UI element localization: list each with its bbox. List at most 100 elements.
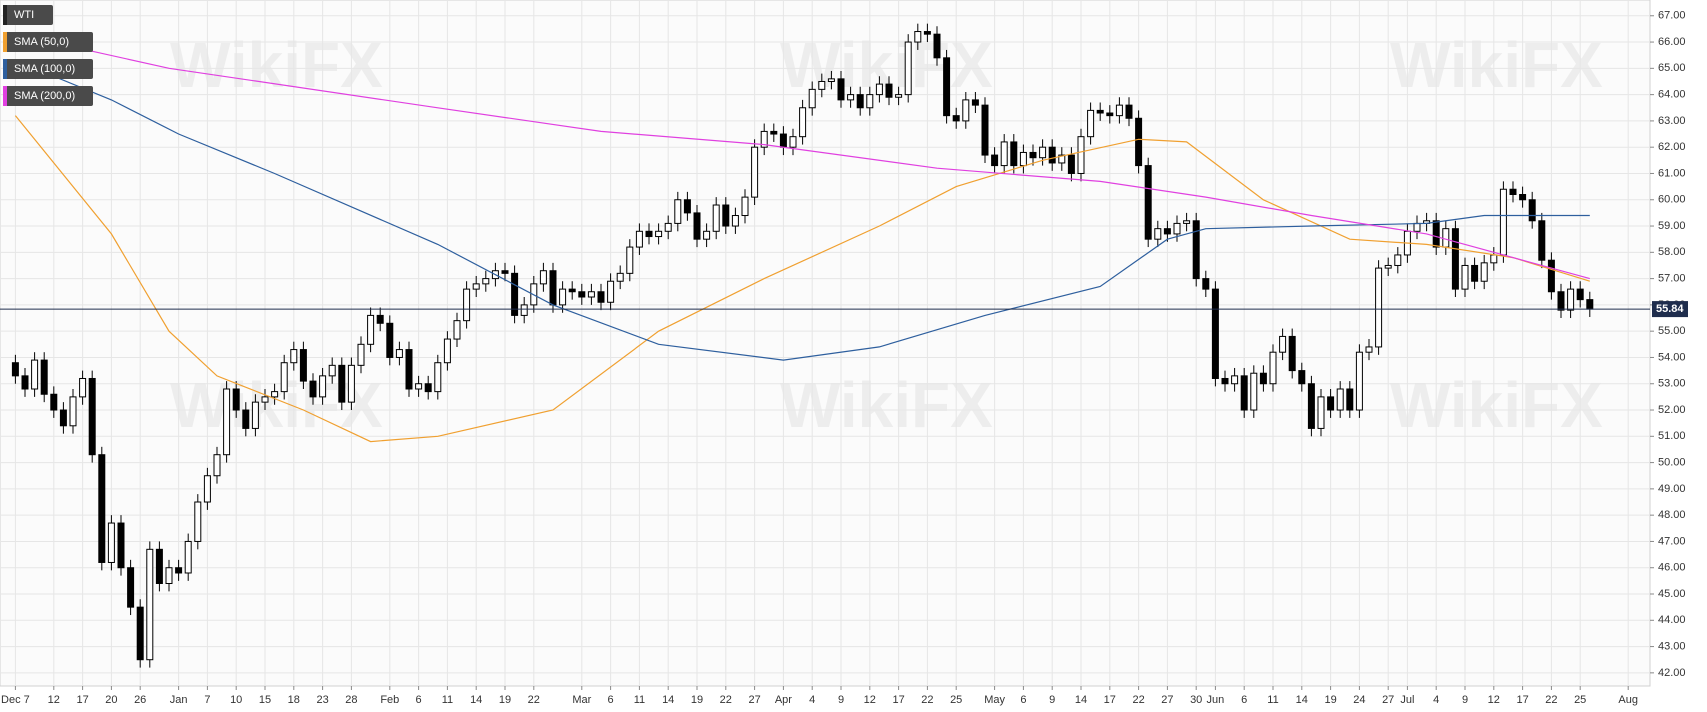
candle-body xyxy=(895,94,903,98)
legend: WTI SMA (50,0) SMA (100,0) SMA (200,0) xyxy=(3,5,93,106)
candle-body xyxy=(789,136,797,148)
y-tick-label: 65.00 xyxy=(1658,62,1686,74)
legend-box xyxy=(3,32,93,52)
candle-body xyxy=(1048,146,1056,164)
candle-body xyxy=(415,383,423,390)
candle-body xyxy=(1135,117,1143,167)
x-tick-label: 17 xyxy=(76,694,88,706)
candle-body xyxy=(1538,220,1546,261)
candle-body xyxy=(328,364,336,377)
candle-body xyxy=(271,391,279,398)
legend-swatch xyxy=(3,59,7,79)
candle-body xyxy=(616,272,624,282)
candle-body xyxy=(731,215,739,227)
candle-body xyxy=(117,522,125,569)
candle-body xyxy=(1173,222,1181,235)
x-tick-label: 24 xyxy=(1353,694,1365,706)
x-tick-label: 10 xyxy=(230,694,242,706)
x-tick-label: 11 xyxy=(442,694,453,706)
candle-body xyxy=(31,359,39,390)
x-tick-label: 20 xyxy=(105,694,117,706)
candle-body xyxy=(1432,220,1440,248)
x-tick-label: 17 xyxy=(1516,694,1528,706)
x-tick-label: May xyxy=(984,694,1005,706)
candle-body xyxy=(1211,288,1219,379)
sma-line xyxy=(14,115,1590,443)
x-tick-label: 6 xyxy=(416,694,422,706)
x-tick-label: 14 xyxy=(470,694,482,706)
candle-body xyxy=(655,230,663,238)
x-tick-label: 11 xyxy=(634,694,645,706)
y-tick-label: 66.00 xyxy=(1658,36,1686,48)
x-tick-label: 22 xyxy=(1132,694,1144,706)
candle-body xyxy=(395,349,403,358)
legend-box xyxy=(3,59,93,79)
candle-body xyxy=(11,362,19,377)
legend-label: SMA (100,0) xyxy=(14,63,75,75)
candle-body xyxy=(472,283,480,290)
candle-body xyxy=(357,343,365,366)
candle-body xyxy=(875,83,883,96)
candle-body xyxy=(40,359,48,395)
candle-body xyxy=(309,380,317,398)
x-tick-label: 30 xyxy=(1190,694,1202,706)
x-tick-label: 27 xyxy=(1161,694,1173,706)
candle-body xyxy=(1077,136,1085,174)
candle-body xyxy=(136,606,144,661)
candle-body xyxy=(1528,199,1536,222)
candle-body xyxy=(914,31,922,43)
candle-body xyxy=(21,375,29,390)
candle-body xyxy=(799,107,807,138)
candle-body xyxy=(59,409,67,427)
y-tick-label: 62.00 xyxy=(1658,141,1686,153)
candle-body xyxy=(1567,288,1575,311)
x-tick-label: 17 xyxy=(892,694,904,706)
x-tick-label: Apr xyxy=(775,694,792,706)
candle-body xyxy=(127,567,135,608)
candle-body xyxy=(856,94,864,109)
candle-body xyxy=(923,31,931,35)
candle-body xyxy=(1384,264,1392,269)
y-tick-label: 54.00 xyxy=(1658,351,1686,363)
candle-body xyxy=(818,80,826,90)
candle-body xyxy=(1010,141,1018,167)
x-tick-label: 4 xyxy=(1433,694,1439,706)
candle-body xyxy=(559,288,567,306)
candle-body xyxy=(1279,335,1287,353)
candle-body xyxy=(1576,288,1584,301)
candle-body xyxy=(1269,351,1277,385)
candle-body xyxy=(712,204,720,232)
candle-body xyxy=(1240,375,1248,411)
x-tick-label: 6 xyxy=(1020,694,1026,706)
candle-body xyxy=(376,314,384,324)
x-tick-label: 26 xyxy=(134,694,146,706)
candle-body xyxy=(242,409,250,429)
candle-body xyxy=(597,291,605,303)
candle-body xyxy=(463,288,471,322)
candle-body xyxy=(453,320,461,340)
candle-body xyxy=(107,522,115,563)
legend-label: SMA (200,0) xyxy=(14,90,75,102)
y-tick-label: 57.00 xyxy=(1658,273,1686,285)
candle-body xyxy=(1346,388,1354,411)
x-tick-label: 28 xyxy=(345,694,357,706)
candle-body xyxy=(184,540,192,574)
candle-body xyxy=(1096,109,1104,114)
candle-body xyxy=(770,130,778,135)
candle-body xyxy=(827,78,835,82)
x-tick-label: 19 xyxy=(691,694,703,706)
candle-body xyxy=(146,548,154,661)
candle-body xyxy=(549,270,557,306)
x-tick-label: 14 xyxy=(662,694,674,706)
y-tick-label: 42.00 xyxy=(1658,667,1686,679)
candle-body xyxy=(98,454,106,563)
candle-body xyxy=(79,377,87,398)
x-tick-label: 22 xyxy=(528,694,540,706)
candle-body xyxy=(261,396,269,403)
candle-body xyxy=(626,246,634,274)
x-tick-label: 17 xyxy=(1104,694,1116,706)
candle-body xyxy=(1327,396,1335,411)
candle-body xyxy=(69,396,77,427)
legend-label: WTI xyxy=(14,9,34,21)
